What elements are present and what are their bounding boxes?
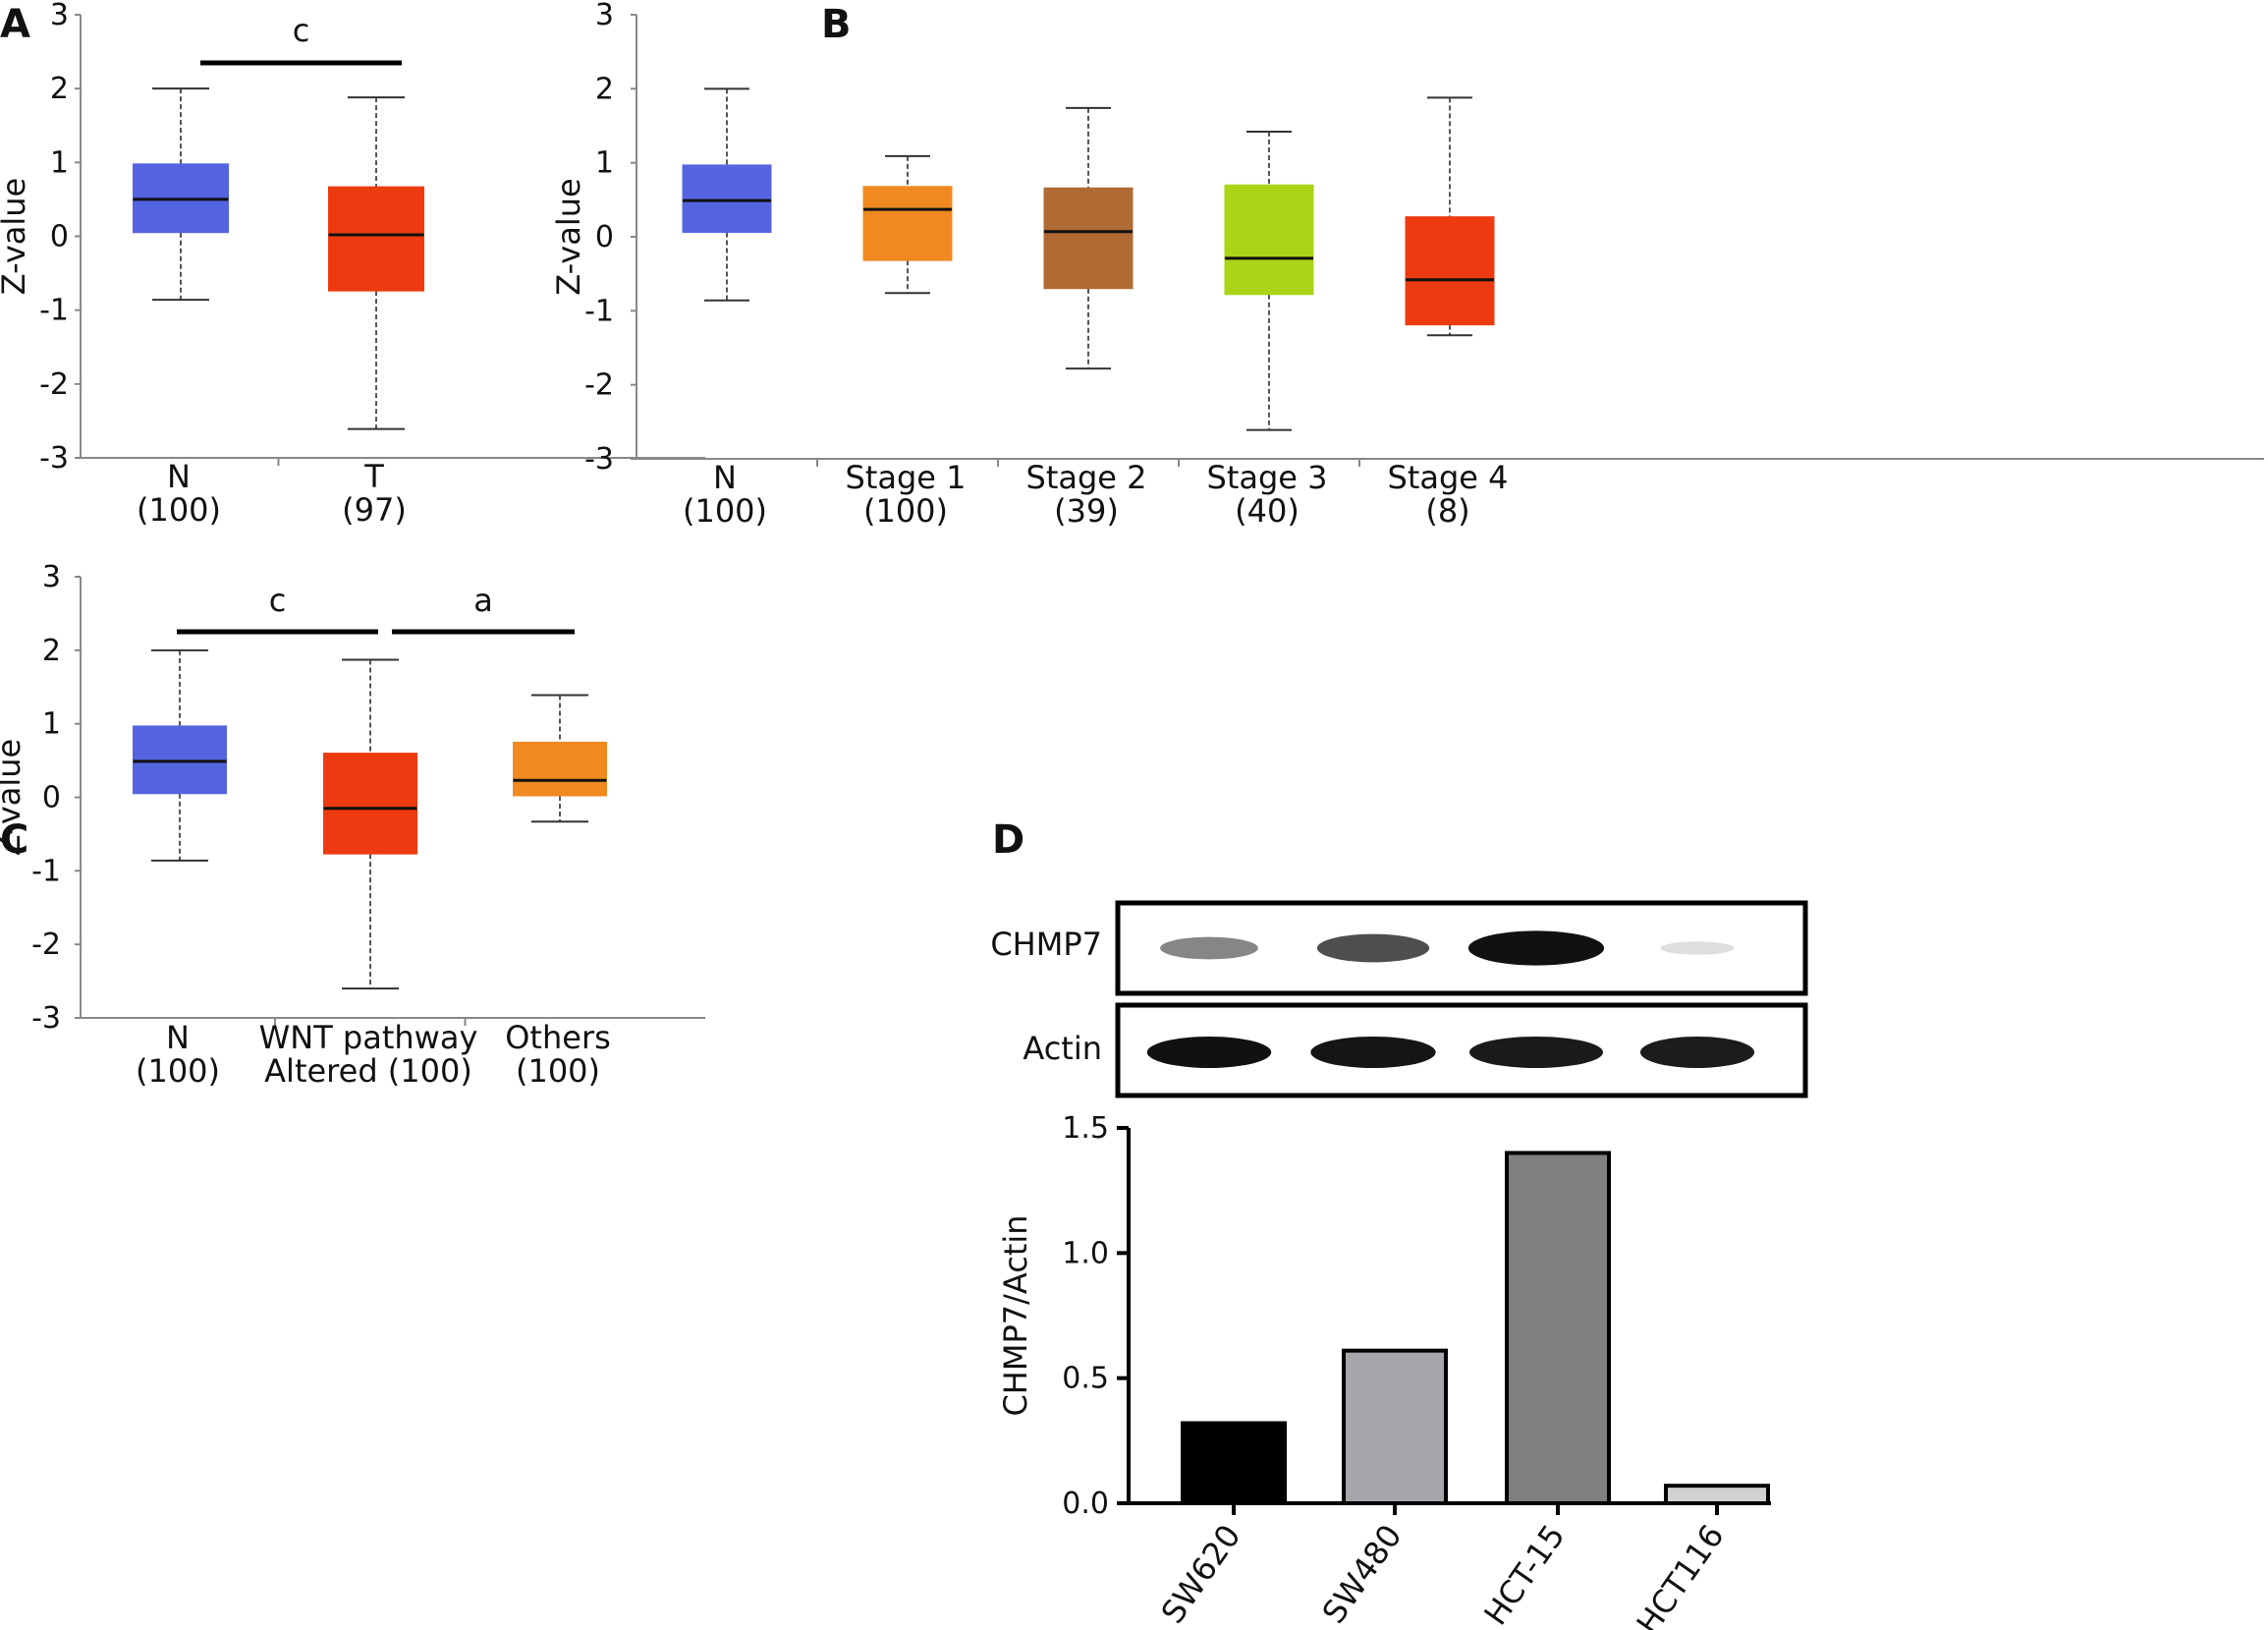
significance-label: a: [473, 582, 493, 619]
category-count: (100): [137, 491, 221, 529]
significance-label: c: [269, 582, 287, 619]
bar-sw480: [1342, 1348, 1448, 1505]
category-label: Stage 1: [846, 459, 967, 496]
blot-row-label: Actin: [1023, 1030, 1102, 1067]
box-plot-a: 3 2 1 0 -1 -2 -3 Z-value N(100) T(97) c: [0, 0, 705, 529]
x-category-label: SW620: [1154, 1518, 1248, 1630]
category-label: N: [713, 459, 737, 496]
box-stage-4: [1405, 216, 1495, 326]
panel-letter-a: A: [0, 2, 30, 47]
y-tick-label: 2: [595, 72, 614, 106]
significance-label: c: [293, 12, 310, 49]
y-tick-label: 3: [595, 0, 614, 32]
category-label: T: [363, 458, 384, 495]
western-blot: CHMP7 Actin: [990, 900, 1808, 1098]
category-count: (100): [863, 492, 948, 530]
y-tick-label: 2: [42, 634, 61, 668]
panel-letter-b: B: [821, 2, 852, 47]
blot-band: [1316, 933, 1430, 963]
y-tick-label: -3: [584, 442, 614, 477]
box-wnt-pathway: [323, 753, 417, 855]
y-tick-label: 1: [595, 146, 614, 181]
y-tick-label: -2: [584, 368, 614, 403]
y-tick-label: 0: [42, 781, 61, 815]
category-label: WNT pathway: [259, 1019, 478, 1056]
box-stage-2: [1043, 187, 1134, 290]
bar-sw620: [1181, 1421, 1287, 1506]
blot-band: [1146, 1037, 1272, 1068]
category-count: (97): [342, 491, 407, 529]
category-count: (100): [136, 1052, 220, 1090]
box-stage-3: [1224, 184, 1314, 296]
category-count: (39): [1054, 492, 1119, 530]
y-tick-label: 0: [50, 220, 69, 254]
y-tick-label: 0: [595, 220, 614, 254]
blot-row-label: CHMP7: [990, 926, 1102, 963]
category-label: N: [167, 458, 191, 495]
y-tick-label: -1: [31, 854, 61, 888]
blot-band: [1468, 1037, 1604, 1068]
category-label: Stage 4: [1388, 459, 1509, 496]
category-count: (100): [683, 492, 767, 530]
category-count: (100): [516, 1052, 600, 1090]
x-category-label: HCT-15: [1476, 1518, 1572, 1630]
bar-hct116: [1664, 1484, 1770, 1506]
y-tick-label: 0.5: [1062, 1362, 1109, 1396]
box-t: [328, 186, 424, 292]
panel-letter-d: D: [992, 817, 1024, 863]
category-label: N: [166, 1019, 190, 1056]
blot-band: [1310, 1037, 1436, 1068]
category-label: Stage 3: [1207, 459, 1328, 496]
x-category-label: SW480: [1315, 1518, 1410, 1630]
box-stage-1: [862, 186, 953, 261]
box-n: [682, 164, 772, 233]
y-axis-title: Z-value: [550, 178, 587, 295]
bar-hct-15: [1505, 1151, 1611, 1505]
blot-band: [1467, 930, 1605, 966]
box-others: [513, 741, 607, 797]
blot-band: [1639, 1037, 1755, 1068]
y-axis-title: Z-value: [0, 178, 32, 295]
y-tick-label: -3: [31, 1001, 61, 1036]
y-tick-label: -2: [31, 927, 61, 962]
y-axis-title: CHMP7/Actin: [997, 1214, 1034, 1416]
y-tick-label: -2: [39, 367, 69, 402]
category-label: Others: [505, 1019, 611, 1056]
panel-letter-c: C: [0, 817, 28, 863]
y-tick-label: 2: [50, 72, 69, 106]
y-tick-label: 1.0: [1062, 1236, 1109, 1270]
y-tick-label: 1: [50, 145, 69, 180]
y-tick-label: 1.5: [1062, 1111, 1109, 1146]
category-label: Stage 2: [1026, 459, 1147, 496]
blot-band: [1660, 941, 1735, 955]
category-count: (8): [1425, 492, 1469, 530]
y-tick-label: 3: [50, 0, 69, 32]
y-axis-title: Z-value: [0, 739, 28, 856]
y-tick-label: -3: [39, 441, 69, 476]
bar-chart-d: 1.5 1.0 0.5 0.0 CHMP7/Actin SW620 SW480 HCT-15 H…: [997, 1111, 1771, 1630]
category-count: (40): [1235, 492, 1300, 530]
y-tick-label: 1: [42, 707, 61, 742]
y-tick-label: -1: [584, 294, 614, 328]
y-tick-label: 3: [42, 560, 61, 594]
blot-band: [1160, 936, 1258, 960]
y-tick-label: -1: [39, 294, 69, 328]
y-tick-label: 0.0: [1062, 1487, 1109, 1521]
category-count: Altered (100): [264, 1052, 472, 1090]
x-category-label: HCT116: [1630, 1518, 1732, 1630]
